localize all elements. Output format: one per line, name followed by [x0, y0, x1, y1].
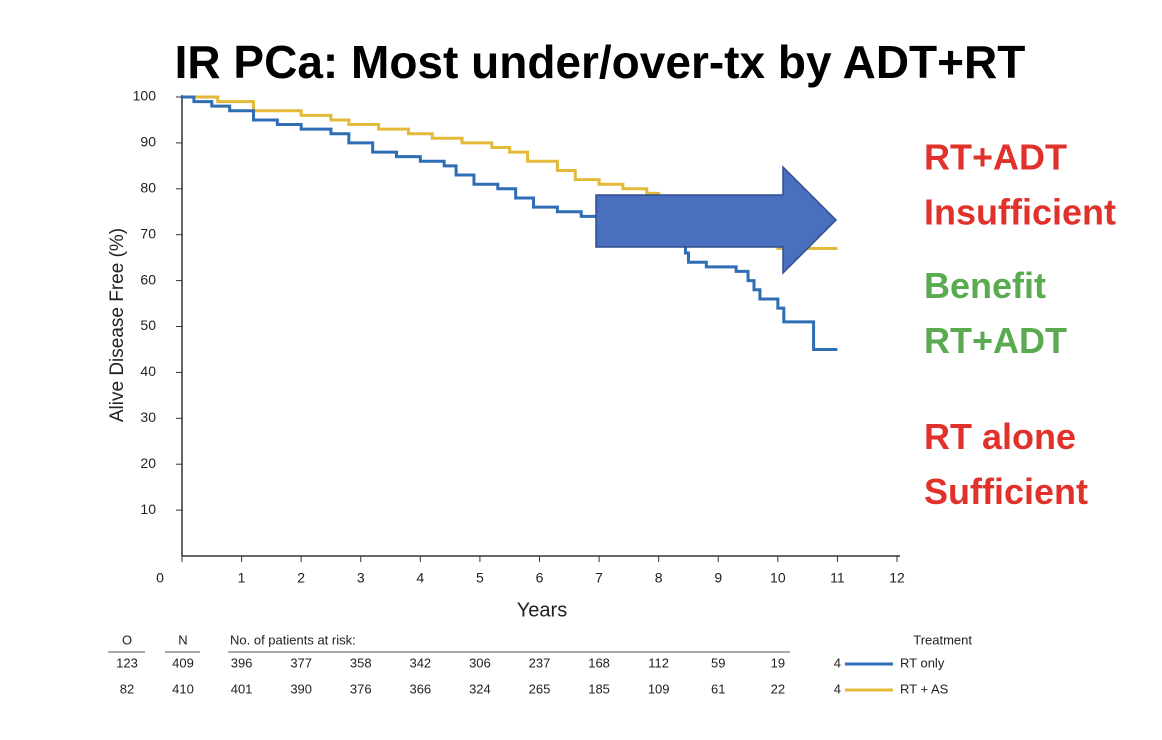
x-tick-label: 6	[536, 570, 544, 586]
table-cell: 366	[409, 681, 431, 696]
table-cell: 324	[469, 681, 491, 696]
y-tick-label: 60	[140, 271, 156, 287]
y-tick-label: 80	[140, 180, 156, 196]
x-tick-label: 4	[416, 570, 424, 586]
y-tick-label: 90	[140, 134, 156, 150]
table-cell: 358	[350, 655, 372, 670]
table-cell: 123	[116, 655, 138, 670]
table-cell: 19	[771, 655, 785, 670]
table-cell: 401	[231, 681, 253, 696]
table-cell: 59	[711, 655, 725, 670]
x-tick-label: 2	[297, 570, 305, 586]
table-cell: 22	[771, 681, 785, 696]
chart-title: IR PCa: Most under/over-tx by ADT+RT	[175, 36, 1026, 88]
table-cell: 342	[409, 655, 431, 670]
table-cell: 265	[529, 681, 551, 696]
y-tick-label: 30	[140, 409, 156, 425]
table-cell: 168	[588, 655, 610, 670]
y-tick-label: 20	[140, 455, 156, 471]
y-tick-label: 50	[140, 317, 156, 333]
table-header: No. of patients at risk:	[230, 632, 356, 647]
legend-label: RT only	[900, 655, 945, 670]
annotation: Insufficient	[924, 192, 1116, 233]
x-tick-label: 0	[156, 570, 164, 586]
table-cell: 237	[529, 655, 551, 670]
table-cell: 409	[172, 655, 194, 670]
x-tick-label: 8	[655, 570, 663, 586]
y-tick-label: 10	[140, 501, 156, 517]
annotation: RT+ADT	[924, 320, 1067, 361]
x-tick-label: 12	[889, 570, 905, 586]
plot-area	[182, 95, 838, 351]
table-header: N	[178, 632, 187, 647]
annotation: Sufficient	[924, 471, 1088, 512]
y-tick-label: 100	[133, 88, 157, 104]
annotation: RT alone	[924, 416, 1076, 457]
y-axis-label: Alive Disease Free (%)	[107, 228, 128, 422]
table-cell: 390	[290, 681, 312, 696]
table-header: O	[122, 632, 132, 647]
table-cell: 112	[648, 655, 669, 670]
y-tick-label: 70	[140, 225, 156, 241]
x-tick-label: 3	[357, 570, 365, 586]
x-tick-label: 1	[238, 570, 246, 586]
survival-curve	[182, 95, 838, 351]
x-tick-label: 5	[476, 570, 484, 586]
x-tick-label: 9	[714, 570, 722, 586]
table-cell: 306	[469, 655, 491, 670]
x-axis-label: Years	[517, 599, 567, 621]
x-tick-label: 11	[830, 570, 845, 586]
table-cell: 377	[290, 655, 312, 670]
table-cell: 109	[648, 681, 670, 696]
table-cell: 4	[834, 655, 841, 670]
x-tick-label: 7	[595, 570, 603, 586]
table-header: Treatment	[913, 632, 972, 647]
annotation: Benefit	[924, 265, 1046, 306]
y-tick-label: 40	[140, 363, 156, 379]
table-cell: 4	[834, 681, 841, 696]
table-cell: 396	[231, 655, 253, 670]
table-cell: 185	[588, 681, 610, 696]
table-cell: 82	[120, 681, 134, 696]
annotation: RT+ADT	[924, 137, 1067, 178]
table-cell: 376	[350, 681, 372, 696]
arrow	[595, 165, 838, 275]
x-tick-label: 10	[770, 570, 786, 586]
table-cell: 410	[172, 681, 194, 696]
table-cell: 61	[711, 681, 725, 696]
legend-label: RT + AS	[900, 681, 949, 696]
survival-curve	[182, 95, 838, 250]
